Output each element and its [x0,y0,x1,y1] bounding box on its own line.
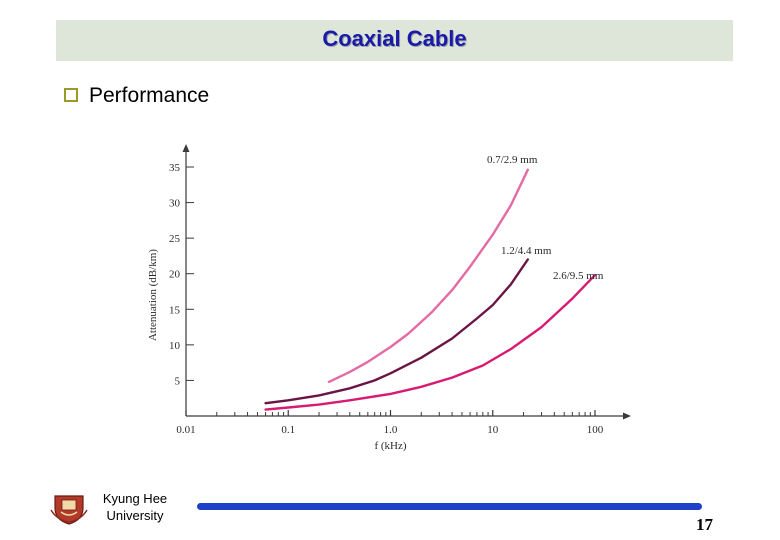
university-name: Kyung Hee University [102,491,168,523]
series-line [264,273,597,411]
y-tick-label: 25 [169,233,181,245]
y-axis-label: Attenuation (dB/km) [147,249,159,341]
footer-bar [197,503,702,510]
x-tick-label: 100 [587,424,604,436]
y-tick-label: 35 [169,162,181,174]
page-number: 17 [696,515,713,534]
x-tick-label: 10 [487,424,499,436]
slide-title: Coaxial Cable [322,26,467,51]
y-tick-label: 30 [169,198,181,210]
attenuation-chart: 5 10 15 20 25 30 35 0.01 0.1 1.0 10 100 f (kHz) Atten… [147,144,631,452]
y-tick-label: 20 [169,269,181,281]
series-label: 1.2/4.4 mm [501,245,552,257]
series-label: 2.6/9.5 mm [553,270,604,282]
x-tick-label: 1.0 [384,424,398,436]
y-tick-label: 10 [169,340,181,352]
x-tick-label: 0.1 [281,424,295,436]
series-line [327,168,529,384]
university-logo-icon [50,495,88,525]
x-axis-label: f (kHz) [374,440,406,452]
title-bar: Coaxial Cable [56,20,733,61]
x-tick-label: 0.01 [176,424,195,436]
y-axis-arrow-icon [182,144,190,152]
series-line [264,258,529,405]
series-label: 0.7/2.9 mm [487,154,538,166]
bullet-square-icon [64,88,78,102]
x-axis-arrow-icon [623,412,631,420]
y-tick-label: 5 [175,375,181,387]
section-heading: Performance [89,84,210,107]
y-tick-label: 15 [169,304,181,316]
